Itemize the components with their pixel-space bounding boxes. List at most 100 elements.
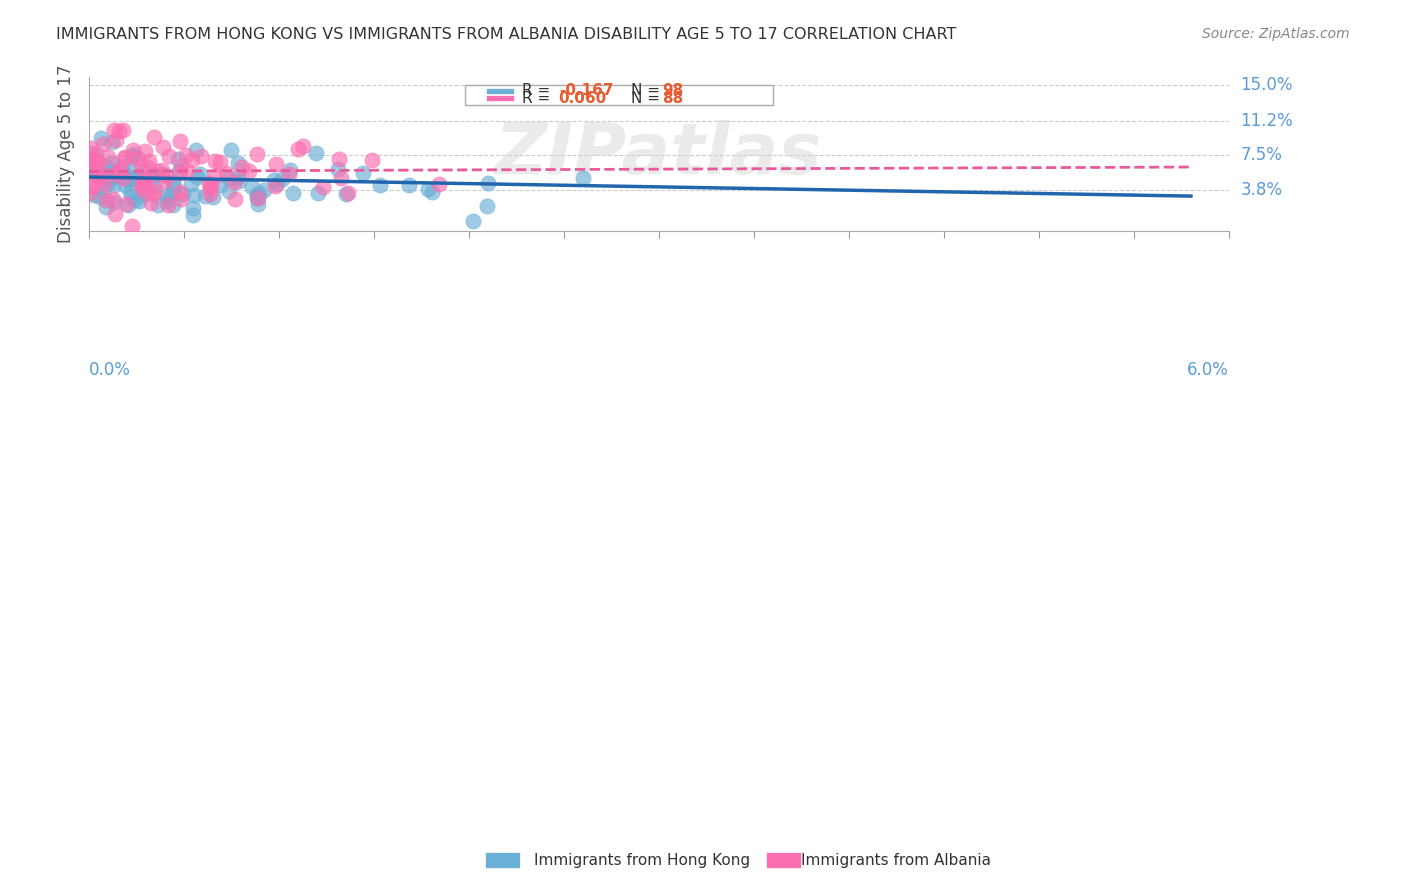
Point (79, 186, 101, 201)
Point (186, 169, 208, 184)
Point (112, 151, 135, 165)
Point (180, 177, 202, 191)
Point (79, 163, 101, 178)
Point (188, 167, 211, 181)
Text: N =: N = (630, 84, 665, 98)
Point (167, 152, 190, 166)
Text: R =: R = (522, 91, 555, 105)
Point (172, 186, 194, 201)
Point (93, 158, 115, 172)
Text: 11.2%: 11.2% (1240, 112, 1294, 129)
Point (416, 181, 439, 195)
Text: 88: 88 (662, 91, 683, 105)
Point (134, 184, 156, 198)
Point (307, 186, 329, 201)
Point (238, 163, 260, 178)
Text: 0.060: 0.060 (558, 91, 607, 105)
Point (150, 162, 173, 177)
Point (420, 186, 443, 200)
Point (86, 161, 108, 175)
Point (142, 180, 165, 194)
Text: N =: N = (630, 91, 665, 105)
Point (224, 192, 246, 206)
Point (352, 166, 374, 180)
Text: Immigrants from Albania: Immigrants from Albania (801, 854, 991, 868)
Text: ZIPatlas: ZIPatlas (495, 120, 823, 188)
Point (222, 175, 245, 189)
Point (101, 192, 124, 206)
Point (247, 186, 270, 200)
Point (83, 187, 105, 202)
Point (143, 130, 166, 145)
Point (215, 166, 238, 180)
Text: 7.5%: 7.5% (1240, 146, 1282, 164)
Text: IMMIGRANTS FROM HONG KONG VS IMMIGRANTS FROM ALBANIA DISABILITY AGE 5 TO 17 CORR: IMMIGRANTS FROM HONG KONG VS IMMIGRANTS … (56, 27, 956, 42)
Point (112, 160, 135, 174)
Point (398, 178, 420, 193)
Point (305, 145, 328, 160)
Point (169, 166, 191, 180)
Point (80, 141, 103, 155)
Point (278, 163, 301, 178)
Point (156, 198, 179, 212)
Point (96, 168, 118, 182)
Point (143, 184, 166, 198)
Point (142, 168, 165, 182)
Point (101, 170, 124, 185)
Point (270, 171, 292, 186)
Point (167, 164, 190, 178)
Point (131, 180, 153, 194)
Text: 0.0%: 0.0% (89, 360, 131, 379)
Point (170, 159, 193, 173)
Point (128, 194, 150, 208)
Point (198, 180, 221, 194)
Point (184, 143, 207, 157)
Point (82, 153, 104, 167)
Point (209, 155, 232, 169)
Point (198, 187, 221, 202)
Point (82, 153, 104, 167)
Point (148, 197, 170, 211)
Point (104, 133, 127, 147)
Point (264, 156, 287, 170)
Point (198, 176, 221, 190)
Point (157, 149, 180, 163)
Point (103, 123, 125, 137)
Point (142, 187, 165, 202)
Point (263, 178, 285, 193)
Point (181, 208, 204, 222)
Point (176, 164, 198, 178)
Point (131, 177, 153, 191)
Point (84, 151, 107, 165)
Point (281, 186, 304, 200)
Point (143, 169, 166, 183)
Point (218, 171, 240, 186)
Y-axis label: Disability Age 5 to 17: Disability Age 5 to 17 (58, 65, 75, 244)
Text: Source: ZipAtlas.com: Source: ZipAtlas.com (1202, 27, 1350, 41)
Point (114, 178, 136, 193)
Text: 15.0%: 15.0% (1240, 76, 1294, 94)
Point (190, 149, 212, 163)
Point (162, 197, 184, 211)
Text: -0.167: -0.167 (558, 84, 613, 98)
Point (121, 189, 143, 203)
Point (176, 147, 198, 161)
Point (278, 167, 301, 181)
Point (101, 136, 124, 150)
Point (156, 194, 179, 208)
Point (163, 179, 186, 194)
Point (201, 190, 224, 204)
Point (115, 169, 138, 183)
Point (84, 167, 107, 181)
Text: 98: 98 (662, 84, 683, 98)
Point (139, 196, 162, 211)
Point (104, 168, 127, 182)
Point (96, 200, 118, 214)
Point (361, 153, 384, 167)
Point (183, 188, 205, 202)
Point (91, 137, 114, 152)
Point (368, 178, 391, 192)
Point (572, 170, 595, 185)
Point (134, 144, 156, 158)
Point (181, 201, 204, 215)
